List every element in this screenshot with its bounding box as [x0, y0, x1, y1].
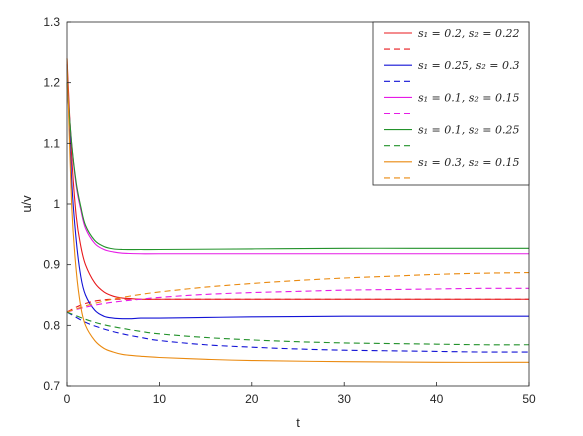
x-tick-label: 10	[153, 392, 167, 406]
legend-label: s₁ = 0.25, s₂ = 0.3	[418, 59, 520, 72]
x-tick-label: 50	[522, 392, 536, 406]
series-line-6	[66, 82, 529, 251]
ticks-layer: 0 10 20 30 40 50 0.7 0.8 0.9 1 1.1 1.2 1.3	[43, 15, 536, 406]
series-line-5	[66, 287, 530, 313]
x-tick-label: 30	[338, 392, 352, 406]
series-layer	[66, 58, 530, 363]
series-line-8	[66, 58, 530, 363]
series-line-9	[66, 272, 530, 313]
y-tick-label: 0.8	[43, 318, 60, 332]
y-axis-label: u/v	[19, 195, 34, 213]
legend: s₁ = 0.2, s₂ = 0.22 s₁ = 0.25, s₂ = 0.3 s₁…	[372, 21, 530, 186]
x-tick-label: 0	[64, 392, 71, 406]
series-line-4	[66, 82, 529, 255]
x-tick-label: 40	[430, 392, 444, 406]
legend-label: s₁ = 0.2, s₂ = 0.22	[418, 27, 520, 40]
legend-label: s₁ = 0.1, s₂ = 0.25	[418, 124, 520, 137]
x-tick-label: 20	[245, 392, 259, 406]
y-tick-label: 1.2	[43, 76, 60, 90]
series-line-7	[66, 311, 530, 346]
legend-label: s₁ = 0.1, s₂ = 0.15	[418, 91, 520, 104]
y-tick-label: 1.3	[43, 15, 60, 29]
series-line-2	[66, 64, 529, 320]
series-line-3	[66, 311, 530, 353]
y-tick-label: 1	[53, 197, 60, 211]
y-tick-label: 0.9	[43, 258, 60, 272]
y-tick-label: 0.7	[43, 379, 60, 393]
x-axis-label: t	[296, 415, 300, 430]
legend-label: s₁ = 0.3, s₂ = 0.15	[418, 156, 520, 169]
y-tick-label: 1.1	[43, 136, 60, 150]
